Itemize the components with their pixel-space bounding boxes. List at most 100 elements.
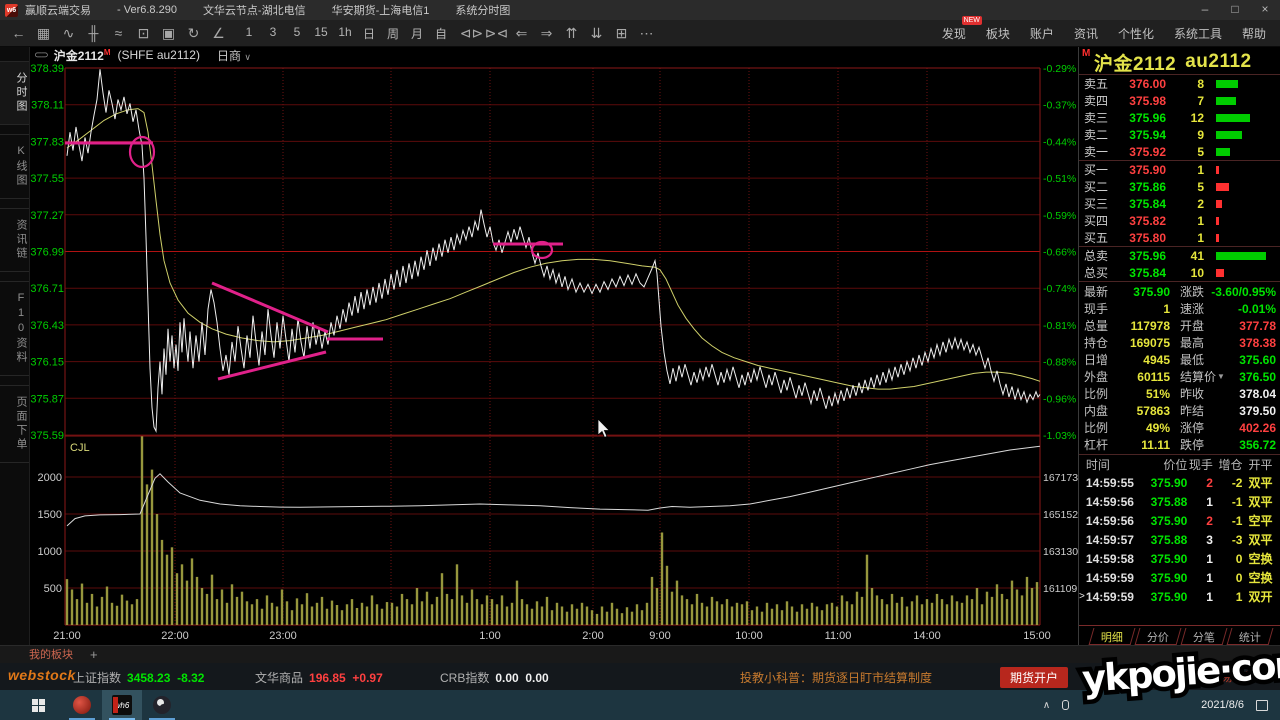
maximize-button[interactable]: □ — [1231, 2, 1239, 16]
zoom-out-icon[interactable]: ⊲⊳ — [459, 24, 484, 41]
settle-caret-icon[interactable]: ▼ — [1217, 372, 1225, 381]
stat-value: 49% — [1145, 420, 1170, 435]
qty-value: 10 — [1190, 265, 1204, 280]
tick-position-change: 1 — [1235, 589, 1243, 604]
tray-expand-icon[interactable]: ∧ — [1042, 699, 1051, 711]
totals-row[interactable]: 总卖 375.96 41 — [1079, 247, 1280, 264]
tick-row[interactable]: >14:59:59 375.90 1 1 双开 — [1079, 587, 1280, 606]
microphone-icon[interactable] — [1062, 700, 1070, 710]
period-button-5[interactable]: 5 — [293, 24, 301, 39]
totals-row[interactable]: 总买 375.84 10 — [1079, 264, 1280, 281]
index-crb[interactable]: CRB指数 0.00 0.00 — [440, 671, 549, 685]
refresh-icon[interactable]: ↻ — [187, 24, 200, 41]
scroll-up-icon[interactable]: ⇈ — [565, 24, 578, 41]
chart-lines — [66, 69, 1041, 527]
order-book-row[interactable]: 买一 375.90 1 — [1079, 161, 1280, 178]
grid-layout-icon[interactable]: ⊞ — [615, 24, 628, 41]
menu-帮助[interactable]: 帮助 — [1241, 26, 1266, 41]
period-selector[interactable]: 日商 ∨ — [216, 48, 251, 63]
period-button-3[interactable]: 3 — [269, 24, 277, 39]
taskbar-app-wh6[interactable]: wh6 — [102, 690, 142, 720]
qty-bar-zone — [1216, 165, 1278, 174]
period-button-周[interactable]: 周 — [386, 26, 399, 41]
link-icon[interactable]: ⊂⊃ — [34, 49, 49, 61]
tick-tab-label: 分笔 — [1192, 632, 1215, 644]
order-book-row[interactable]: 卖三 375.96 12 — [1079, 109, 1280, 126]
scroll-down-icon[interactable]: ⇊ — [590, 24, 603, 41]
tick-row[interactable]: 14:59:55 375.90 2 -2 双平 — [1079, 473, 1280, 492]
period-button-月[interactable]: 月 — [410, 26, 423, 41]
tick-tab-统计[interactable]: 统计 — [1226, 628, 1274, 645]
sidebar-tab-资讯链[interactable]: 资讯链 — [0, 208, 29, 272]
page-left-icon[interactable]: ⇐ — [515, 24, 528, 41]
open-account-button[interactable]: 期货开户 — [1000, 667, 1069, 688]
taskbar: wh6 ∧ 2021/8/6 — [0, 690, 1280, 720]
taskbar-app-obs[interactable] — [142, 690, 182, 720]
index-wenhua[interactable]: 文华商品 196.85 +0.97 — [255, 671, 383, 685]
trade-time-link[interactable]: 交易时间 — [1196, 668, 1257, 685]
period-button-15[interactable]: 15 — [314, 24, 328, 39]
sidebar-tab-页面下单[interactable]: 页面下单 — [0, 385, 29, 463]
close-button[interactable]: × — [1261, 2, 1269, 16]
draw-line-icon[interactable]: ∠ — [212, 24, 225, 41]
index-shanghai[interactable]: 上证指数 3458.23 -8.32 — [73, 671, 205, 685]
tick-tab-分笔[interactable]: 分笔 — [1180, 628, 1228, 645]
period-button-1h[interactable]: 1h — [338, 24, 352, 39]
tick-row[interactable]: 14:59:57 375.88 3 -3 双平 — [1079, 530, 1280, 549]
tick-row[interactable]: 14:59:56 375.88 1 -1 双平 — [1079, 492, 1280, 511]
start-button[interactable] — [18, 690, 58, 720]
qty-value: 41 — [1190, 248, 1204, 263]
more-icon[interactable]: ⋯ — [639, 24, 654, 41]
stat-昨结: 昨结 379.50 — [1175, 402, 1280, 419]
menu-发现[interactable]: 发现 NEW — [941, 15, 982, 41]
page-right-icon[interactable]: ⇒ — [540, 24, 553, 41]
menu-账户[interactable]: 账户 — [1029, 26, 1054, 41]
taskbar-date[interactable]: 2021/8/6 — [1201, 698, 1244, 711]
save-icon[interactable]: ▣ — [161, 24, 176, 41]
sidebar-tab-K线图[interactable]: K线图 — [0, 134, 29, 199]
pct-axis-label: -1.03% — [1043, 430, 1076, 442]
order-book-row[interactable]: 卖四 375.98 7 — [1079, 92, 1280, 109]
tick-row[interactable]: 14:59:59 375.90 1 0 空换 — [1079, 568, 1280, 587]
period-button-1[interactable]: 1 — [245, 24, 253, 39]
order-book-row[interactable]: 卖二 375.94 9 — [1079, 126, 1280, 143]
order-ticket-icon[interactable]: ⊡ — [137, 24, 150, 41]
stat-涨跌: 涨跌 -3.60/0.95% — [1175, 283, 1280, 300]
kline-icon[interactable]: ╫ — [88, 24, 99, 41]
menu-板块[interactable]: 板块 — [985, 26, 1010, 41]
order-book-row[interactable]: 买二 375.86 5 — [1079, 178, 1280, 195]
tick-tab-label: 分价 — [1146, 632, 1169, 644]
tick-tab-分价[interactable]: 分价 — [1134, 628, 1182, 645]
notification-icon[interactable] — [1256, 699, 1268, 711]
tab-my-board[interactable]: 我的板块 — [24, 645, 78, 665]
zoom-in-icon[interactable]: ⊳⊲ — [484, 24, 509, 41]
order-book-row[interactable]: 卖五 376.00 8 — [1079, 75, 1280, 92]
minimize-button[interactable]: – — [1201, 2, 1209, 16]
main-toolbar: ← ▦ ∿ ╫ ≈ ⊡ ▣ ↻ ∠ 1 3 5 15 1h 日周月自 ⊲⊳ ⊳⊲ ⇐ ⇒ ⇈ ⇊ ⊞ ⋯ 发现 NEW 板块… — [0, 15, 1280, 47]
period-button-自[interactable]: 自 — [434, 26, 447, 41]
order-book-row[interactable]: 买四 375.82 1 — [1079, 212, 1280, 229]
tick-row[interactable]: 14:59:58 375.90 1 0 空换 — [1079, 549, 1280, 568]
sidebar-tab-分时图[interactable]: 分时图 — [0, 61, 29, 125]
timeshare-chart[interactable]: 378.39 378.11 377.83 377.55 377.27 376.99 376.… — [30, 47, 1078, 645]
tick-row[interactable]: 14:59:56 375.90 2 -1 空平 — [1079, 511, 1280, 530]
price-value: 375.96 — [1129, 248, 1166, 263]
tick-open-close: 双平 — [1248, 476, 1273, 490]
order-book-row[interactable]: 卖一 375.92 5 — [1079, 143, 1280, 160]
menu-资讯[interactable]: 资讯 — [1073, 26, 1098, 41]
back-icon[interactable]: ← — [11, 24, 26, 41]
sidebar-tab-F10资料[interactable]: F10资料 — [0, 281, 29, 376]
taskbar-app-red[interactable] — [62, 690, 102, 720]
menu-个性化[interactable]: 个性化 — [1117, 26, 1154, 41]
period-button-日[interactable]: 日 — [362, 26, 375, 41]
order-book-row[interactable]: 买五 375.80 1 — [1079, 229, 1280, 246]
drawing-annotations[interactable] — [65, 135, 563, 381]
tick-tab-明细[interactable]: 明细 — [1088, 628, 1136, 645]
menu-系统工具[interactable]: 系统工具 — [1173, 26, 1222, 41]
tick-open-close: 空换 — [1248, 552, 1273, 566]
order-book-row[interactable]: 买三 375.84 2 — [1079, 195, 1280, 212]
timeshare-icon[interactable]: ∿ — [62, 24, 75, 41]
quote-board-icon[interactable]: ▦ — [36, 24, 51, 41]
add-tab-button[interactable]: + — [90, 647, 98, 662]
indicator-icon[interactable]: ≈ — [114, 24, 123, 41]
